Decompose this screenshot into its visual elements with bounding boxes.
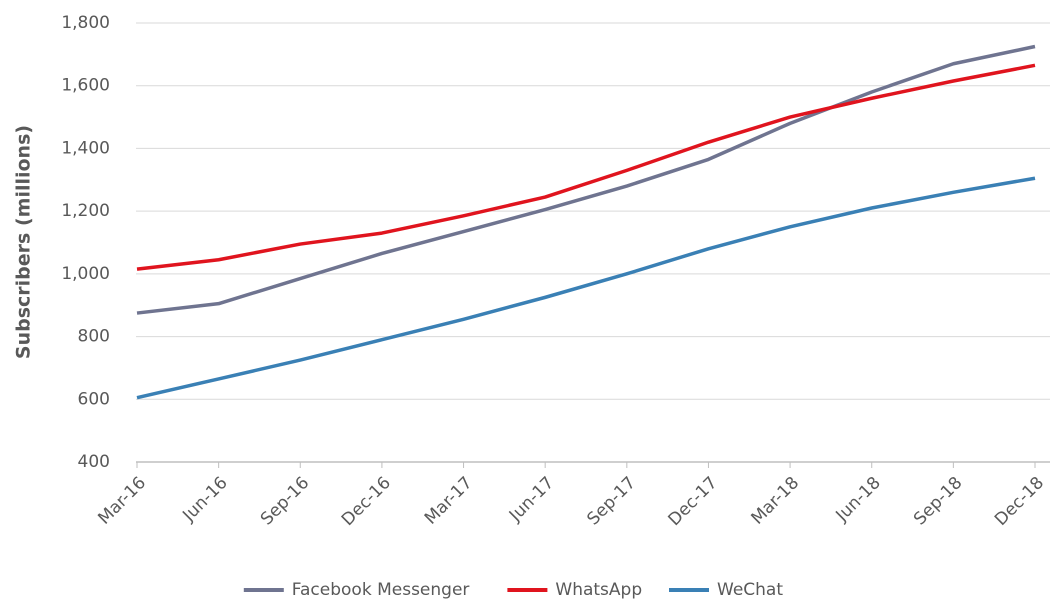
y-tick-label: 400 [78, 452, 110, 472]
y-tick-label: 1,600 [61, 76, 110, 96]
legend-label: WhatsApp [555, 580, 642, 600]
y-axis-label: Subscribers (millions) [13, 125, 35, 359]
legend-label: WeChat [717, 580, 783, 600]
y-tick-label: 600 [78, 389, 110, 409]
x-tick-label: Jun-17 [505, 473, 558, 526]
y-tick-label: 1,000 [61, 264, 110, 284]
x-tick-label: Dec-18 [991, 473, 1048, 530]
line-series [136, 176, 1036, 400]
y-tick-label: 800 [78, 327, 110, 347]
y-tick-label: 1,200 [61, 201, 110, 221]
x-tick-label: Dec-16 [338, 473, 395, 530]
x-tick-label: Jun-16 [178, 473, 231, 526]
x-tick-label: Jun-18 [832, 473, 885, 526]
line-series [136, 44, 1036, 315]
x-tick-label: Sep-16 [257, 473, 313, 529]
line-series [136, 63, 1036, 271]
x-tick-label: Mar-18 [747, 473, 803, 529]
legend-label: Facebook Messenger [292, 580, 470, 600]
x-tick-label: Sep-18 [910, 473, 966, 529]
y-tick-label: 1,800 [61, 13, 110, 33]
x-tick-label: Dec-17 [664, 473, 721, 530]
x-tick-label: Mar-17 [421, 473, 477, 529]
legend: Facebook Messenger WhatsApp WeChat [243, 580, 783, 600]
y-tick-label: 1,400 [61, 138, 110, 158]
x-tick-label: Sep-17 [583, 473, 639, 529]
x-tick-label: Mar-16 [94, 473, 150, 529]
